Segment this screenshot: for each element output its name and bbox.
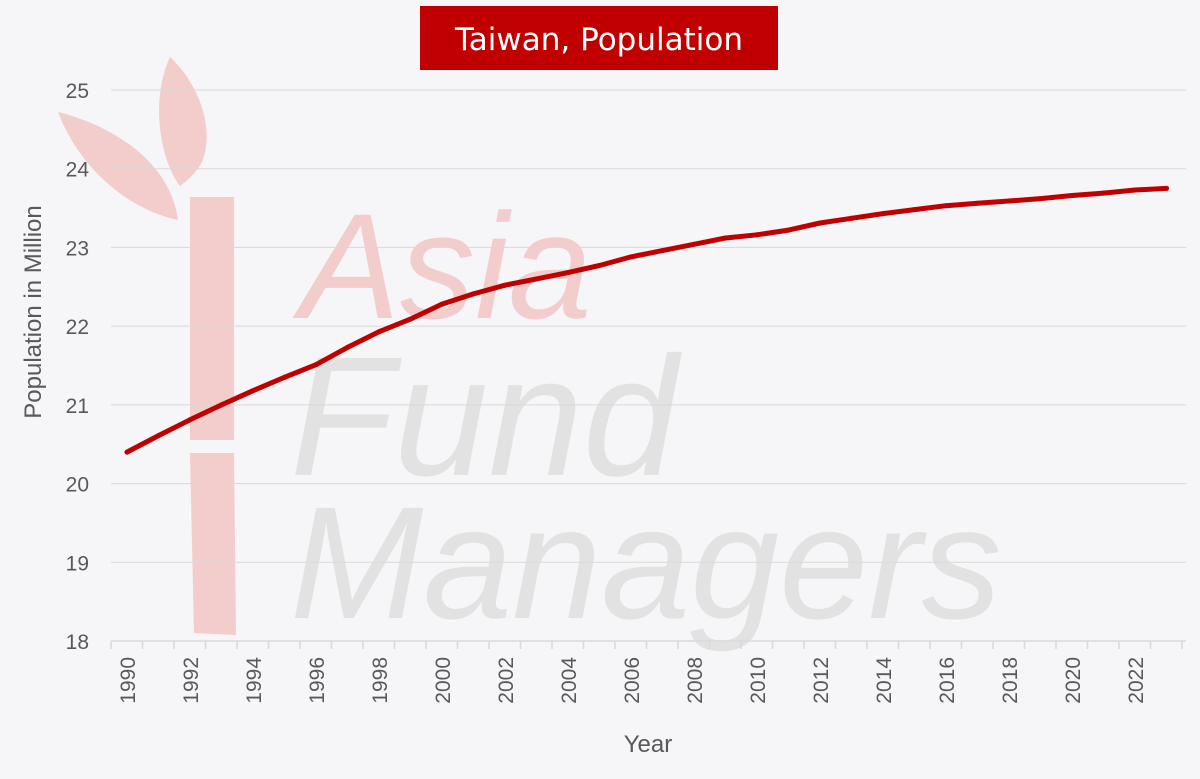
x-tick-label: 2012 [810, 657, 833, 704]
x-tick-label: 2010 [747, 657, 770, 704]
bamboo-leaf-left [58, 112, 178, 220]
data-point-2015 [912, 207, 917, 213]
x-tick-label: 1992 [180, 657, 203, 704]
data-point-2013 [849, 215, 854, 221]
x-tick-label: 2018 [999, 657, 1022, 704]
series-group [124, 185, 1169, 455]
data-point-1999 [408, 316, 413, 322]
data-point-1992 [187, 417, 193, 423]
x-axis-title: Year [624, 731, 673, 758]
data-point-2017 [975, 200, 980, 206]
data-point-1995 [282, 374, 287, 380]
data-point-2002 [502, 282, 508, 288]
bamboo-leaf-right [159, 57, 207, 186]
y-tick-label: 23 [66, 237, 89, 260]
data-point-2009 [723, 235, 728, 241]
population-series-line [124, 185, 1169, 455]
watermark-word-asia: Asia [292, 182, 592, 350]
x-axis-ticks: 1990 1992 1994 1996 1998 2000 2002 2004 2006 2008… [117, 657, 1148, 704]
y-axis-ticks: 18 19 20 21 22 23 24 25 [66, 80, 90, 654]
data-point-1993 [219, 402, 224, 408]
data-point-2003 [534, 276, 539, 282]
data-point-2001 [471, 291, 476, 297]
x-tick-label: 1998 [369, 657, 392, 704]
data-point-2000 [439, 301, 445, 307]
data-point-1997 [345, 344, 350, 350]
data-point-2006 [628, 254, 634, 260]
data-point-1996 [313, 362, 319, 368]
data-point-2004 [565, 270, 571, 276]
y-axis-title: Population in Million [20, 205, 47, 418]
x-tick-label: 2008 [684, 657, 707, 704]
y-tick-label: 22 [66, 316, 89, 339]
data-point-2012 [817, 220, 823, 226]
data-point-2010 [754, 232, 760, 238]
data-point-2018 [1006, 198, 1012, 204]
data-point-2016 [943, 203, 949, 209]
x-tick-label: 2004 [558, 657, 581, 704]
data-point-2019 [1038, 196, 1043, 202]
x-tick-label: 2020 [1062, 657, 1085, 704]
watermark-word-fund: Fund [290, 322, 683, 512]
data-point-1990 [124, 449, 130, 455]
x-tick-label: 1990 [117, 657, 140, 704]
x-tick-label: 2000 [432, 657, 455, 704]
data-point-2008 [691, 241, 697, 247]
chart-title-background [420, 6, 778, 70]
y-tick-label: 19 [66, 552, 89, 575]
y-tick-label: 20 [66, 474, 89, 497]
y-tick-label: 25 [66, 80, 89, 103]
x-tick-label: 2002 [495, 657, 518, 704]
y-tick-label: 24 [66, 159, 90, 182]
data-point-2005 [597, 263, 602, 268]
data-point-1991 [156, 433, 161, 439]
data-point-2014 [880, 211, 886, 217]
x-tick-label: 2016 [936, 657, 959, 704]
gridlines [111, 89, 1186, 563]
y-tick-label: 21 [66, 395, 89, 418]
x-tick-label: 2006 [621, 657, 644, 704]
data-point-1998 [376, 329, 382, 335]
x-axis [110, 640, 1186, 649]
bamboo-stalk-upper [190, 197, 234, 440]
y-tick-label: 18 [66, 631, 89, 654]
data-point-2020 [1069, 193, 1075, 198]
data-point-1994 [250, 388, 256, 394]
data-point-2021 [1101, 190, 1106, 196]
x-tick-label: 1994 [243, 657, 266, 704]
x-tick-label: 2022 [1125, 657, 1148, 704]
bamboo-logo-watermark [58, 57, 236, 635]
x-tick-label: 2014 [873, 657, 896, 704]
data-point-2007 [660, 248, 665, 254]
x-tick-label: 1996 [306, 657, 329, 704]
data-point-2023 [1164, 185, 1169, 191]
bamboo-stalk-lower [190, 453, 236, 635]
chart-title: Taiwan, Population [454, 22, 743, 58]
data-point-2011 [786, 227, 791, 233]
data-point-2022 [1132, 187, 1138, 193]
